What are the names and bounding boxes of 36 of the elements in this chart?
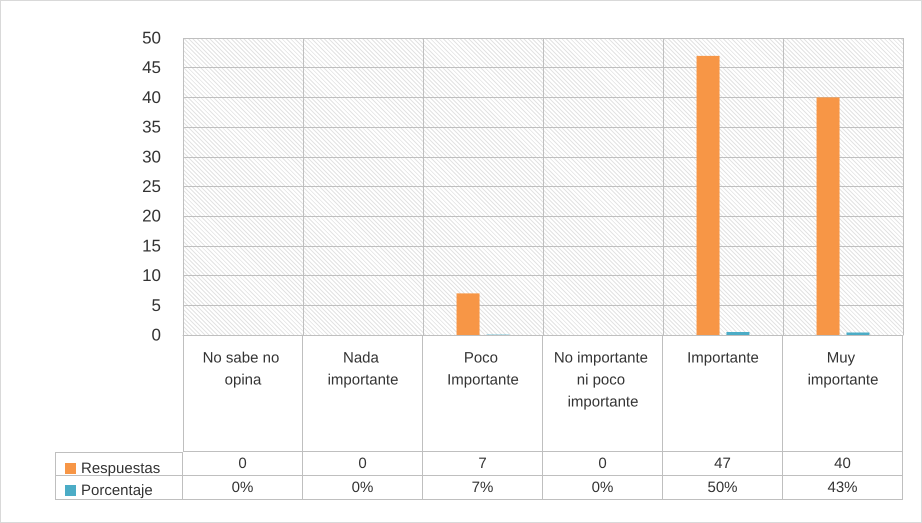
y-tick-label: 35: [142, 118, 161, 137]
bar: [846, 332, 870, 335]
data-label: 0%: [303, 476, 423, 500]
y-tick-label: 50: [142, 28, 161, 48]
data-label: 40: [783, 452, 903, 476]
y-tick-label: 25: [142, 177, 161, 196]
x-tick-label: No sabe no opina: [202, 350, 284, 388]
data-label: 43%: [783, 476, 903, 500]
data-label: 0%: [183, 476, 303, 500]
y-tick-label: 10: [142, 266, 161, 286]
data-label: 47: [663, 452, 783, 476]
y-tick-label: 15: [142, 236, 161, 256]
x-tick-label: Muy importante: [808, 350, 878, 388]
y-tick-label: 0: [152, 326, 161, 344]
x-tick-label: No importante ni poco importante: [554, 350, 652, 410]
data-label: 50%: [663, 476, 783, 500]
y-tick-label: 5: [152, 296, 161, 315]
data-label: 7%: [423, 476, 543, 500]
data-label: 0: [183, 452, 303, 476]
x-tick-label: Nada importante: [328, 350, 398, 388]
y-tick-label: 45: [142, 58, 161, 78]
legend-label: Porcentaje: [81, 482, 153, 499]
data-label: 0: [543, 452, 663, 476]
bar: [456, 293, 480, 335]
data-label: 0%: [543, 476, 663, 500]
data-label: 7: [423, 452, 543, 476]
bar: [696, 56, 720, 335]
bar: [816, 97, 840, 335]
y-tick-label: 30: [142, 147, 161, 166]
y-tick-label: 40: [142, 88, 161, 107]
legend-label: Respuestas: [81, 460, 160, 477]
y-tick-label: 20: [142, 206, 161, 226]
x-tick-label: Importante: [687, 350, 759, 366]
bar: [726, 332, 750, 335]
data-label: 0: [303, 452, 423, 476]
x-tick-label: Poco Importante: [447, 350, 519, 388]
